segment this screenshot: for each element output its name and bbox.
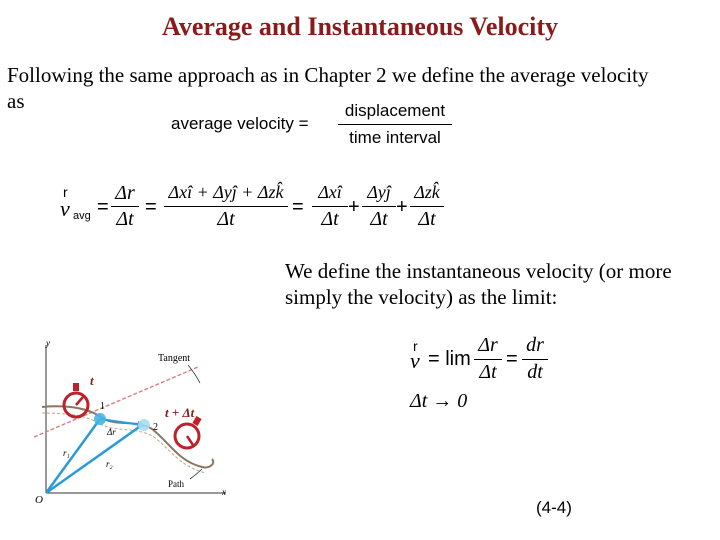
fraction-bar bbox=[362, 206, 396, 207]
dt: dt bbox=[527, 361, 543, 383]
delta-t: Δt bbox=[217, 208, 235, 230]
delta-r: Δr bbox=[115, 182, 135, 204]
point-1-label: 1 bbox=[100, 401, 105, 412]
fraction-bar bbox=[111, 206, 139, 207]
tangent-leader bbox=[187, 364, 201, 384]
avg-subscript: avg bbox=[73, 210, 91, 222]
time-interval-denominator: time interval bbox=[349, 128, 441, 147]
delta-r-label: Δr bbox=[106, 427, 116, 437]
fraction-bar bbox=[474, 359, 502, 360]
displacement-sum: Δxî + Δyĵ + Δzk̂ bbox=[168, 182, 284, 202]
equals-sign: = bbox=[506, 348, 518, 370]
t-plus-dt-label: t + Δt bbox=[165, 405, 195, 420]
instantaneous-velocity-text: We define the instantaneous velocity (or… bbox=[285, 259, 672, 309]
origin-label: O bbox=[35, 494, 43, 506]
limit-condition: Δt → 0 bbox=[410, 390, 468, 412]
delta-t: Δt bbox=[418, 208, 436, 230]
point-1 bbox=[94, 413, 106, 425]
point-2-label: 2 bbox=[153, 422, 158, 433]
tangent-label: Tangent bbox=[158, 353, 190, 364]
path-curve-shadow bbox=[41, 412, 207, 474]
delta-t: Δt bbox=[321, 208, 339, 230]
tangent-line bbox=[33, 366, 199, 438]
equals-sign-1: = bbox=[97, 196, 109, 218]
delta-t: Δt bbox=[116, 208, 134, 230]
plus-sign-1: + bbox=[348, 196, 360, 218]
v-symbol: v bbox=[60, 196, 70, 221]
fraction-bar bbox=[338, 124, 452, 125]
vector-arrow-mark: r bbox=[413, 338, 418, 354]
equals-lim: = lim bbox=[428, 348, 471, 370]
equation-number: (4-4) bbox=[536, 498, 572, 517]
point-2 bbox=[138, 419, 150, 431]
t-label: t bbox=[90, 373, 94, 388]
r2-label: r₂ bbox=[106, 459, 113, 469]
x-axis-label: x bbox=[221, 487, 226, 497]
plus-sign-2: + bbox=[396, 196, 408, 218]
equals-sign-2: = bbox=[145, 196, 157, 218]
fraction-bar bbox=[522, 359, 548, 360]
fraction-bar bbox=[164, 206, 288, 207]
delta-r: Δr bbox=[478, 334, 498, 356]
path-label: Path bbox=[168, 479, 185, 489]
delta-t: Δt bbox=[370, 208, 388, 230]
slide-title: Average and Instantaneous Velocity bbox=[161, 12, 559, 41]
average-velocity-lhs: average velocity = bbox=[171, 114, 309, 133]
path-curve bbox=[41, 405, 215, 469]
fraction-bar bbox=[410, 206, 444, 207]
intro-text: Following the same approach as in Chapte… bbox=[7, 63, 649, 113]
delta-r-vector bbox=[99, 418, 143, 426]
r2-vector bbox=[45, 423, 143, 495]
stopwatch-icon bbox=[62, 383, 90, 419]
r1-label: r₁ bbox=[63, 448, 70, 458]
displacement-numerator: displacement bbox=[344, 101, 446, 120]
r1-vector bbox=[44, 418, 102, 494]
fraction-bar bbox=[312, 206, 348, 207]
stopwatch-icon bbox=[173, 416, 202, 450]
dr: dr bbox=[526, 334, 544, 356]
term-y: Δyĵ bbox=[367, 182, 391, 202]
path-leader bbox=[189, 468, 203, 480]
equals-sign-3: = bbox=[292, 196, 304, 218]
term-x: Δxî bbox=[318, 182, 342, 202]
delta-t: Δt bbox=[479, 361, 497, 383]
y-axis-label: y bbox=[45, 338, 50, 348]
vector-arrow-mark: r bbox=[63, 184, 68, 200]
v-symbol: v bbox=[410, 348, 420, 373]
velocity-figure: y x O Tangent Path r₁ r₂ Δr 1 2 t t + Δt bbox=[33, 338, 226, 506]
term-z: Δzk̂ bbox=[414, 182, 440, 202]
